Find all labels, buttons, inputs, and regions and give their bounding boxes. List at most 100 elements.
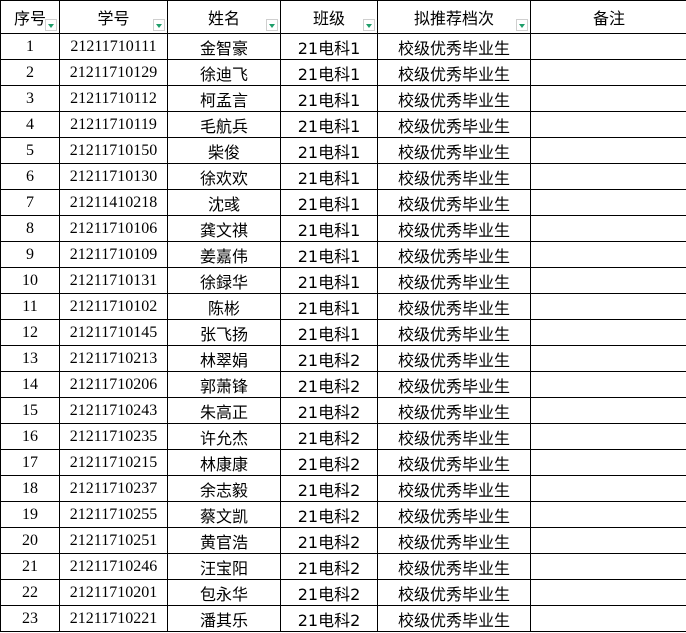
cell-remark[interactable] — [530, 163, 686, 190]
cell-class[interactable]: 21电科2 — [280, 605, 378, 632]
cell-remark[interactable] — [530, 319, 686, 346]
cell-index[interactable]: 7 — [0, 189, 60, 216]
cell-name[interactable]: 潘其乐 — [167, 605, 281, 632]
cell-class[interactable]: 21电科2 — [280, 397, 378, 424]
cell-remark[interactable] — [530, 345, 686, 372]
cell-name[interactable]: 余志毅 — [167, 475, 281, 502]
cell-name[interactable]: 沈彧 — [167, 189, 281, 216]
cell-student-id[interactable]: 21211710213 — [59, 345, 168, 372]
header-remark[interactable]: 备注 — [530, 0, 686, 34]
cell-student-id[interactable]: 21211710246 — [59, 553, 168, 580]
cell-index[interactable]: 1 — [0, 33, 60, 60]
cell-name[interactable]: 林康康 — [167, 449, 281, 476]
cell-remark[interactable] — [530, 527, 686, 554]
cell-level[interactable]: 校级优秀毕业生 — [377, 215, 531, 242]
cell-class[interactable]: 21电科1 — [280, 293, 378, 320]
cell-index[interactable]: 6 — [0, 163, 60, 190]
cell-level[interactable]: 校级优秀毕业生 — [377, 189, 531, 216]
cell-name[interactable]: 黄官浩 — [167, 527, 281, 554]
cell-name[interactable]: 龚文祺 — [167, 215, 281, 242]
cell-index[interactable]: 2 — [0, 59, 60, 86]
cell-index[interactable]: 11 — [0, 293, 60, 320]
cell-index[interactable]: 12 — [0, 319, 60, 346]
cell-student-id[interactable]: 21211710243 — [59, 397, 168, 424]
cell-student-id[interactable]: 21211710145 — [59, 319, 168, 346]
cell-remark[interactable] — [530, 59, 686, 86]
cell-index[interactable]: 22 — [0, 579, 60, 606]
filter-dropdown-icon[interactable] — [363, 19, 375, 31]
cell-level[interactable]: 校级优秀毕业生 — [377, 345, 531, 372]
cell-remark[interactable] — [530, 423, 686, 450]
cell-class[interactable]: 21电科2 — [280, 553, 378, 580]
cell-level[interactable]: 校级优秀毕业生 — [377, 501, 531, 528]
cell-remark[interactable] — [530, 371, 686, 398]
cell-remark[interactable] — [530, 137, 686, 164]
cell-student-id[interactable]: 21211710215 — [59, 449, 168, 476]
cell-index[interactable]: 16 — [0, 423, 60, 450]
cell-name[interactable]: 汪宝阳 — [167, 553, 281, 580]
cell-level[interactable]: 校级优秀毕业生 — [377, 371, 531, 398]
cell-student-id[interactable]: 21211710131 — [59, 267, 168, 294]
cell-level[interactable]: 校级优秀毕业生 — [377, 241, 531, 268]
cell-student-id[interactable]: 21211710255 — [59, 501, 168, 528]
cell-level[interactable]: 校级优秀毕业生 — [377, 111, 531, 138]
cell-remark[interactable] — [530, 241, 686, 268]
header-student-id[interactable]: 学号 — [59, 0, 168, 34]
cell-level[interactable]: 校级优秀毕业生 — [377, 85, 531, 112]
cell-level[interactable]: 校级优秀毕业生 — [377, 137, 531, 164]
cell-class[interactable]: 21电科2 — [280, 345, 378, 372]
cell-index[interactable]: 4 — [0, 111, 60, 138]
cell-name[interactable]: 金智豪 — [167, 33, 281, 60]
cell-student-id[interactable]: 21211710129 — [59, 59, 168, 86]
cell-class[interactable]: 21电科1 — [280, 241, 378, 268]
cell-index[interactable]: 8 — [0, 215, 60, 242]
cell-level[interactable]: 校级优秀毕业生 — [377, 475, 531, 502]
filter-dropdown-icon[interactable] — [516, 19, 528, 31]
filter-dropdown-icon[interactable] — [266, 19, 278, 31]
cell-student-id[interactable]: 21211710150 — [59, 137, 168, 164]
cell-remark[interactable] — [530, 449, 686, 476]
cell-student-id[interactable]: 21211710109 — [59, 241, 168, 268]
cell-remark[interactable] — [530, 267, 686, 294]
cell-index[interactable]: 19 — [0, 501, 60, 528]
cell-class[interactable]: 21电科1 — [280, 137, 378, 164]
cell-index[interactable]: 9 — [0, 241, 60, 268]
cell-name[interactable]: 柯孟言 — [167, 85, 281, 112]
cell-level[interactable]: 校级优秀毕业生 — [377, 553, 531, 580]
cell-level[interactable]: 校级优秀毕业生 — [377, 527, 531, 554]
cell-student-id[interactable]: 21211710111 — [59, 33, 168, 60]
cell-level[interactable]: 校级优秀毕业生 — [377, 449, 531, 476]
header-index[interactable]: 序号 — [0, 0, 60, 34]
cell-index[interactable]: 10 — [0, 267, 60, 294]
cell-class[interactable]: 21电科1 — [280, 111, 378, 138]
cell-student-id[interactable]: 21211710221 — [59, 605, 168, 632]
cell-index[interactable]: 13 — [0, 345, 60, 372]
cell-class[interactable]: 21电科2 — [280, 475, 378, 502]
cell-class[interactable]: 21电科2 — [280, 371, 378, 398]
cell-remark[interactable] — [530, 111, 686, 138]
cell-remark[interactable] — [530, 501, 686, 528]
cell-name[interactable]: 包永华 — [167, 579, 281, 606]
cell-index[interactable]: 17 — [0, 449, 60, 476]
cell-remark[interactable] — [530, 189, 686, 216]
cell-student-id[interactable]: 21211710106 — [59, 215, 168, 242]
cell-level[interactable]: 校级优秀毕业生 — [377, 319, 531, 346]
cell-level[interactable]: 校级优秀毕业生 — [377, 397, 531, 424]
cell-remark[interactable] — [530, 85, 686, 112]
cell-class[interactable]: 21电科1 — [280, 163, 378, 190]
cell-student-id[interactable]: 21211710119 — [59, 111, 168, 138]
cell-class[interactable]: 21电科1 — [280, 319, 378, 346]
cell-student-id[interactable]: 21211710201 — [59, 579, 168, 606]
cell-class[interactable]: 21电科1 — [280, 85, 378, 112]
cell-remark[interactable] — [530, 553, 686, 580]
cell-student-id[interactable]: 21211710251 — [59, 527, 168, 554]
cell-remark[interactable] — [530, 397, 686, 424]
cell-name[interactable]: 徐欢欢 — [167, 163, 281, 190]
cell-class[interactable]: 21电科1 — [280, 189, 378, 216]
cell-name[interactable]: 林翠娟 — [167, 345, 281, 372]
cell-class[interactable]: 21电科1 — [280, 59, 378, 86]
cell-name[interactable]: 徐迪飞 — [167, 59, 281, 86]
cell-student-id[interactable]: 21211410218 — [59, 189, 168, 216]
cell-name[interactable]: 朱高正 — [167, 397, 281, 424]
cell-remark[interactable] — [530, 475, 686, 502]
